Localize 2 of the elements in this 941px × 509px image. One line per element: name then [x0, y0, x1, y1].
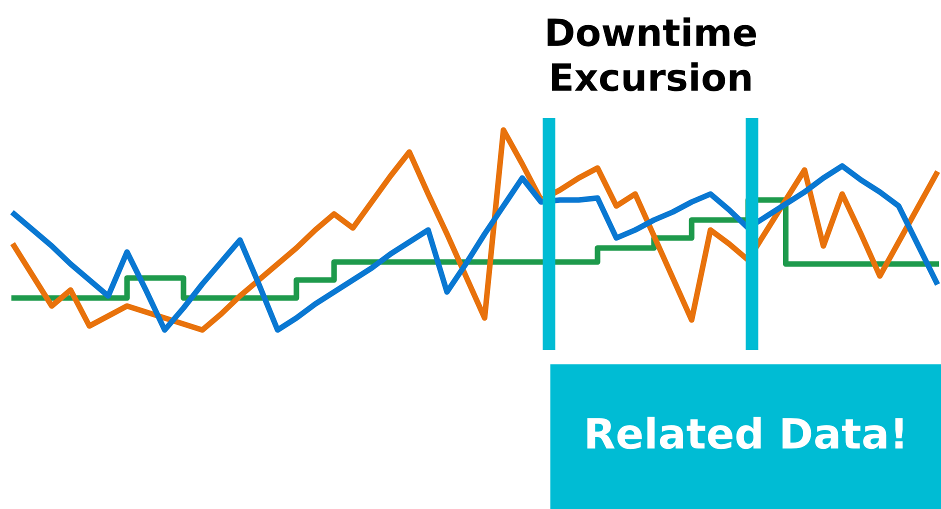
text: Related Data! [587, 416, 903, 450]
chart-title: Downtime Excursion [548, 17, 756, 92]
